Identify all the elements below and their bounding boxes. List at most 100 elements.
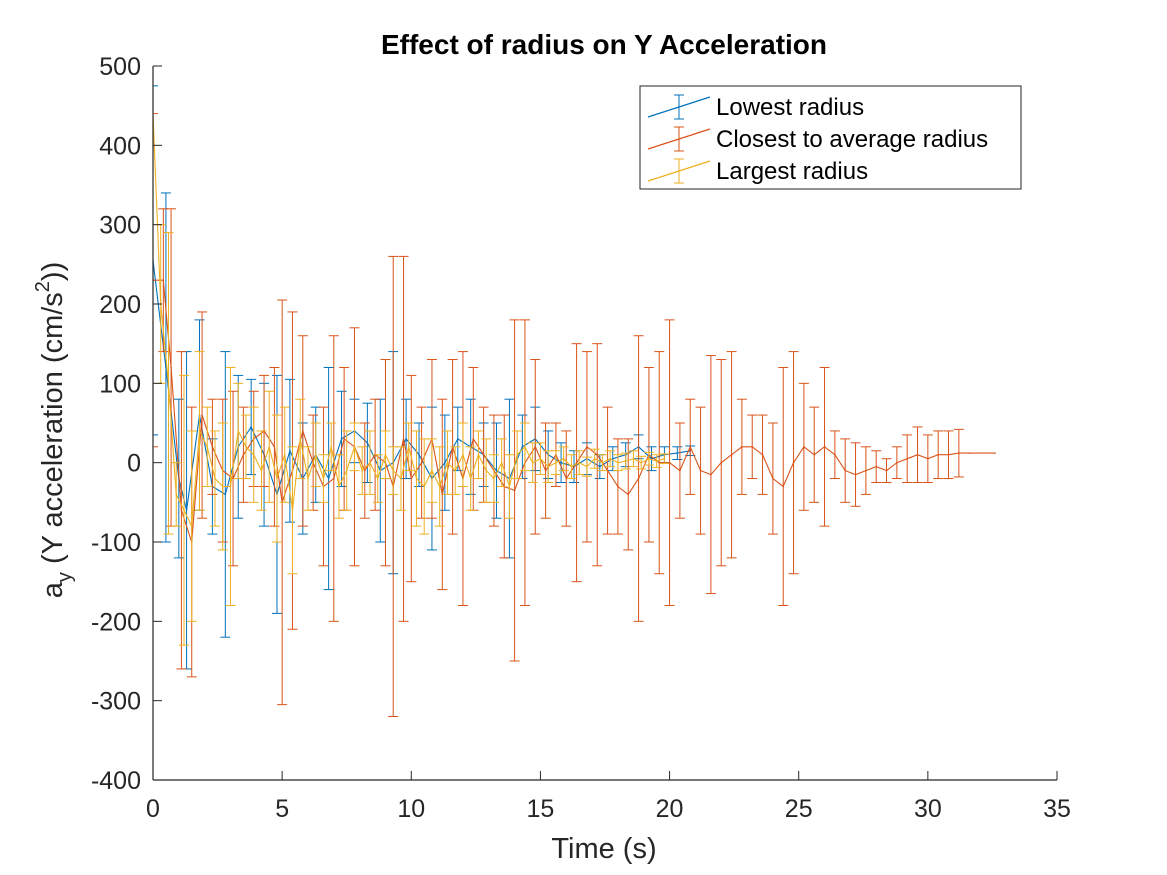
legend-items: Lowest radius Closest to average radius La… bbox=[647, 94, 988, 185]
data-point bbox=[268, 446, 271, 448]
data-point bbox=[624, 460, 627, 462]
data-point bbox=[524, 446, 526, 448]
data-point bbox=[237, 430, 240, 432]
y-axis-title-sup: 2 bbox=[32, 281, 54, 292]
data-point bbox=[968, 452, 970, 454]
data-point bbox=[586, 446, 588, 448]
data-point bbox=[402, 438, 405, 440]
y-axis-title-main: a bbox=[37, 581, 69, 598]
y-axis-title: ay (Y acceleration (cm/s2)) bbox=[32, 262, 76, 598]
data-point bbox=[792, 461, 795, 464]
series-line bbox=[153, 279, 995, 543]
data-point bbox=[676, 452, 679, 454]
legend-label: Largest radius bbox=[716, 158, 868, 185]
data-point bbox=[423, 485, 426, 488]
data-point bbox=[376, 477, 379, 480]
data-point bbox=[438, 485, 441, 488]
data-point bbox=[896, 461, 898, 464]
data-point bbox=[418, 453, 420, 456]
data-point bbox=[730, 453, 733, 456]
data-point bbox=[493, 477, 495, 480]
data-point bbox=[165, 366, 167, 369]
y-axis-title-text: (Y acceleration (cm/s bbox=[37, 292, 69, 572]
x-axis-title: Time (s) bbox=[551, 833, 656, 865]
data-point bbox=[183, 509, 185, 512]
data-point bbox=[834, 453, 836, 456]
x-tick-label: 20 bbox=[656, 795, 684, 823]
data-point bbox=[560, 461, 562, 464]
legend-label: Closest to average radius bbox=[716, 126, 988, 153]
series-layer bbox=[153, 85, 996, 718]
data-point bbox=[175, 493, 178, 496]
data-point bbox=[167, 382, 170, 385]
data-point bbox=[190, 525, 193, 527]
data-point bbox=[198, 430, 201, 432]
data-point bbox=[162, 279, 165, 282]
data-point bbox=[637, 477, 640, 480]
data-point bbox=[299, 438, 302, 440]
data-point bbox=[617, 461, 619, 464]
data-point bbox=[578, 461, 580, 464]
data-point bbox=[495, 469, 498, 472]
data-point bbox=[916, 453, 919, 456]
y-tick-label: -300 bbox=[91, 688, 141, 716]
x-tick-label: 30 bbox=[914, 795, 942, 823]
data-point bbox=[201, 414, 203, 416]
series-3 bbox=[153, 112, 670, 646]
data-point bbox=[885, 469, 888, 472]
chart-title: Effect of radius on Y Acceleration bbox=[381, 29, 827, 60]
data-point bbox=[485, 469, 487, 472]
data-point bbox=[547, 465, 549, 468]
data-point bbox=[782, 485, 785, 488]
y-axis-title-end: )) bbox=[37, 262, 69, 281]
legend-item: Closest to average radius bbox=[647, 126, 988, 153]
data-point bbox=[245, 446, 247, 448]
data-point bbox=[252, 453, 255, 456]
data-point bbox=[627, 493, 630, 496]
data-point bbox=[444, 461, 446, 464]
y-tick-label: -200 bbox=[91, 608, 141, 636]
data-point bbox=[947, 453, 950, 456]
data-point bbox=[699, 469, 702, 472]
data-point bbox=[366, 442, 369, 444]
data-point bbox=[170, 366, 172, 369]
data-point bbox=[562, 457, 565, 460]
data-point bbox=[472, 438, 475, 440]
data-point bbox=[340, 438, 343, 440]
data-point bbox=[410, 477, 413, 480]
data-point bbox=[307, 477, 309, 480]
data-point bbox=[534, 446, 537, 448]
data-point bbox=[260, 469, 263, 472]
y-tick-label: 400 bbox=[99, 132, 141, 160]
x-tick-label: 35 bbox=[1043, 795, 1071, 823]
data-point bbox=[813, 453, 816, 456]
data-point bbox=[663, 457, 666, 460]
data-point bbox=[276, 477, 278, 480]
data-point bbox=[392, 469, 395, 472]
data-point bbox=[456, 438, 459, 440]
data-point bbox=[291, 509, 294, 512]
data-point bbox=[555, 461, 557, 464]
data-point bbox=[544, 469, 547, 472]
data-point bbox=[599, 465, 601, 468]
y-tick-label: 100 bbox=[99, 370, 141, 398]
data-point bbox=[180, 509, 183, 512]
y-tick-label: 500 bbox=[99, 53, 141, 81]
data-point bbox=[994, 452, 996, 454]
data-point bbox=[407, 446, 410, 448]
legend-box bbox=[639, 85, 1022, 190]
data-point bbox=[283, 453, 286, 456]
y-tick-label: -100 bbox=[91, 529, 141, 557]
data-point bbox=[206, 446, 209, 448]
data-point bbox=[462, 453, 464, 456]
data-point bbox=[327, 477, 330, 480]
data-point bbox=[185, 509, 188, 512]
ticks-layer: 0 5 10 15 20 25 30 35 500 400 300 200 100 0 -100 -200 -3… bbox=[91, 53, 1071, 823]
data-point bbox=[469, 477, 472, 480]
data-point bbox=[415, 477, 418, 480]
data-point bbox=[500, 461, 503, 464]
data-point bbox=[823, 446, 826, 448]
data-point bbox=[482, 453, 485, 456]
data-point bbox=[761, 453, 764, 456]
